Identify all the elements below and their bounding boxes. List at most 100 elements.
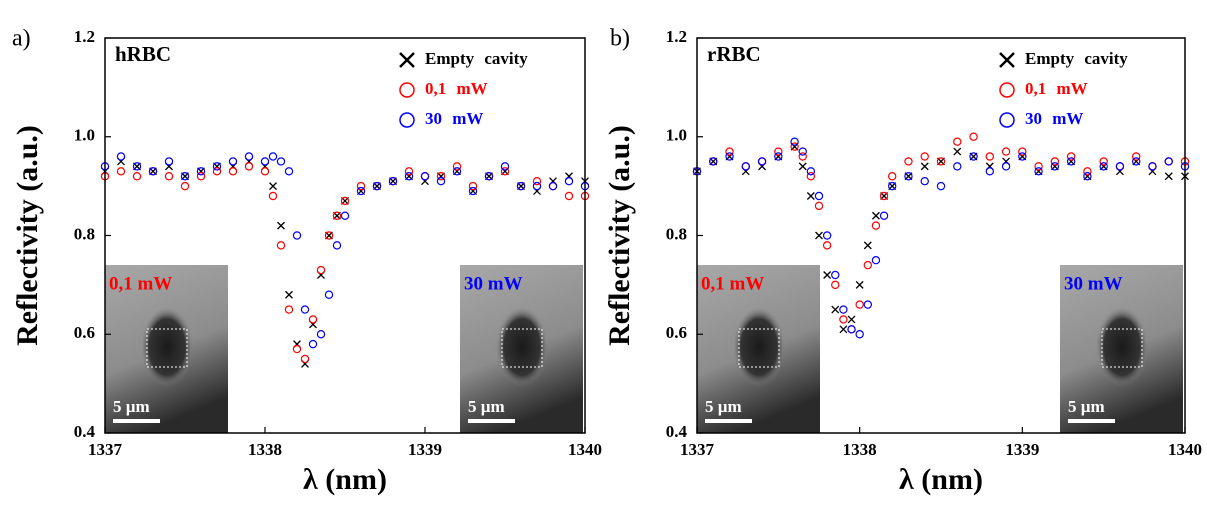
data-point bbox=[268, 191, 278, 201]
data-point bbox=[340, 196, 350, 206]
legend-label: 30 mW bbox=[425, 109, 483, 128]
data-point bbox=[953, 137, 962, 146]
data-point bbox=[180, 181, 190, 191]
data-point bbox=[855, 330, 864, 339]
data-point bbox=[823, 271, 832, 279]
data-point bbox=[936, 181, 946, 191]
data-point bbox=[308, 315, 318, 324]
data-point bbox=[985, 152, 995, 161]
data-point bbox=[276, 241, 286, 250]
data-point bbox=[1099, 157, 1108, 166]
data-point bbox=[244, 152, 254, 161]
data-point bbox=[300, 305, 310, 314]
data-point bbox=[308, 339, 318, 349]
data-point bbox=[888, 172, 897, 181]
data-point bbox=[904, 172, 913, 181]
legend-marker bbox=[399, 82, 415, 98]
x-axis-label: λ (nm) bbox=[899, 463, 983, 496]
data-point bbox=[953, 162, 962, 171]
data-point bbox=[936, 157, 946, 166]
data-point bbox=[196, 172, 206, 181]
chart-title: rRBC bbox=[707, 42, 761, 66]
data-point bbox=[244, 162, 254, 171]
data-point bbox=[1018, 147, 1027, 156]
data-point bbox=[452, 162, 462, 171]
data-point bbox=[725, 152, 734, 161]
data-point bbox=[1099, 162, 1108, 171]
data-point bbox=[436, 176, 446, 186]
data-point bbox=[285, 290, 293, 299]
data-point bbox=[300, 354, 310, 364]
data-point bbox=[196, 167, 206, 176]
legend-marker bbox=[999, 52, 1015, 68]
panel-label: b) bbox=[610, 26, 630, 52]
legend-label: Empty cavity bbox=[425, 49, 528, 68]
x-tick-label: 1338 bbox=[248, 440, 282, 459]
data-point bbox=[790, 142, 799, 151]
inset-roi bbox=[1101, 328, 1143, 368]
inset-cell bbox=[733, 307, 785, 387]
data-point bbox=[888, 181, 897, 191]
data-point bbox=[953, 147, 962, 156]
data-point bbox=[1164, 157, 1173, 166]
data-point bbox=[284, 167, 294, 176]
data-point bbox=[452, 167, 462, 176]
data-point bbox=[532, 181, 542, 191]
data-point bbox=[863, 300, 873, 309]
data-point bbox=[292, 231, 302, 240]
inset-label: 30 mW bbox=[464, 273, 523, 294]
data-point bbox=[806, 167, 816, 176]
data-point bbox=[879, 211, 889, 220]
data-point bbox=[284, 305, 294, 314]
scale-label: 5 µm bbox=[1068, 397, 1105, 416]
legend-label: 30 mW bbox=[1025, 109, 1083, 128]
data-point bbox=[324, 290, 334, 299]
data-point bbox=[985, 167, 995, 176]
data-point bbox=[468, 181, 478, 191]
data-point bbox=[847, 315, 856, 324]
y-tick-label: 0.4 bbox=[666, 422, 688, 441]
inset-roi bbox=[738, 328, 780, 368]
data-point bbox=[969, 152, 978, 161]
data-point bbox=[356, 186, 366, 196]
y-tick-label: 0.4 bbox=[74, 422, 96, 441]
data-point bbox=[1018, 152, 1027, 161]
data-point bbox=[1001, 147, 1011, 156]
data-point bbox=[1034, 162, 1043, 171]
data-point bbox=[839, 325, 848, 334]
data-point bbox=[268, 152, 278, 161]
data-point bbox=[1131, 152, 1141, 161]
data-point bbox=[116, 152, 126, 161]
inset-label: 0,1 mW bbox=[701, 273, 764, 294]
data-point bbox=[1066, 152, 1076, 161]
data-point bbox=[564, 176, 574, 186]
data-point bbox=[164, 157, 174, 166]
x-tick-label: 1340 bbox=[1168, 440, 1202, 459]
x-tick-label: 1339 bbox=[1005, 440, 1039, 459]
data-point bbox=[741, 162, 751, 171]
data-point bbox=[855, 300, 864, 309]
y-tick-label: 0.6 bbox=[666, 323, 687, 342]
chart-title: hRBC bbox=[115, 42, 171, 66]
data-point bbox=[806, 192, 815, 200]
data-point bbox=[1083, 172, 1092, 181]
y-tick-label: 0.8 bbox=[74, 224, 95, 243]
inset-roi bbox=[146, 328, 188, 368]
data-point bbox=[516, 181, 526, 191]
x-tick-label: 1340 bbox=[568, 440, 602, 459]
data-point bbox=[532, 176, 542, 186]
data-point bbox=[1001, 162, 1011, 171]
data-point bbox=[1164, 172, 1173, 181]
y-axis-label: Reflectivity (a.u.) bbox=[603, 125, 636, 346]
panel-label: a) bbox=[12, 26, 31, 52]
data-point bbox=[269, 182, 277, 191]
legend-marker bbox=[399, 112, 415, 128]
data-point bbox=[148, 167, 158, 176]
inset-roi bbox=[501, 328, 543, 368]
data-point bbox=[484, 172, 494, 181]
x-tick-label: 1338 bbox=[843, 440, 877, 459]
data-point bbox=[1066, 157, 1076, 166]
data-point bbox=[863, 260, 873, 270]
